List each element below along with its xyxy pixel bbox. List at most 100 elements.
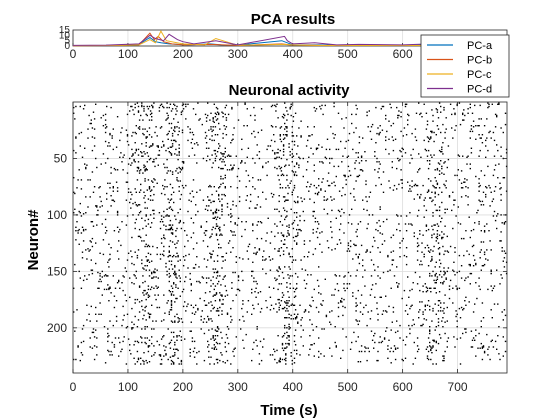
spike-mark: [206, 305, 207, 306]
spike-mark: [473, 337, 474, 338]
spike-mark: [325, 157, 326, 158]
spike-mark: [478, 186, 479, 187]
spike-mark: [400, 215, 401, 216]
spike-mark: [226, 253, 227, 254]
spike-mark: [320, 108, 321, 109]
spike-mark: [193, 134, 194, 135]
spike-mark: [341, 209, 342, 210]
spike-mark: [460, 223, 461, 224]
spike-mark: [213, 335, 214, 336]
spike-mark: [373, 264, 374, 265]
spike-mark: [130, 250, 131, 251]
spike-mark: [172, 241, 173, 242]
spike-mark: [235, 235, 236, 236]
spike-mark: [421, 242, 422, 243]
spike-mark: [238, 119, 239, 120]
spike-mark: [414, 232, 415, 233]
spike-mark: [393, 123, 394, 124]
spike-mark: [286, 337, 287, 338]
spike-mark: [442, 326, 443, 327]
spike-mark: [183, 108, 184, 109]
spike-mark: [472, 340, 473, 341]
spike-mark: [140, 358, 141, 359]
spike-mark: [262, 259, 263, 260]
spike-mark: [229, 169, 230, 170]
spike-mark: [263, 250, 264, 251]
spike-mark: [222, 137, 223, 138]
spike-mark: [208, 277, 209, 278]
spike-mark: [244, 104, 245, 105]
spike-mark: [263, 338, 264, 339]
spike-mark: [376, 308, 377, 309]
spike-mark: [364, 151, 365, 152]
spike-mark: [480, 150, 481, 151]
spike-mark: [165, 150, 166, 151]
spike-mark: [277, 271, 278, 272]
spike-mark: [187, 267, 188, 268]
spike-mark: [169, 131, 170, 132]
spike-mark: [294, 350, 295, 351]
spike-mark: [466, 250, 467, 251]
spike-mark: [166, 118, 167, 119]
spike-mark: [400, 169, 401, 170]
spike-mark: [303, 211, 304, 212]
spike-mark: [428, 137, 429, 138]
spike-mark: [230, 165, 231, 166]
spike-mark: [182, 185, 183, 186]
spike-mark: [432, 212, 433, 213]
spike-mark: [296, 316, 297, 317]
spike-mark: [320, 188, 321, 189]
spike-mark: [342, 156, 343, 157]
spike-mark: [172, 229, 173, 230]
spike-mark: [436, 262, 437, 263]
spike-mark: [113, 275, 114, 276]
spike-mark: [191, 331, 192, 332]
spike-mark: [431, 352, 432, 353]
spike-mark: [118, 337, 119, 338]
spike-mark: [80, 360, 81, 361]
spike-mark: [86, 279, 87, 280]
spike-mark: [166, 134, 167, 135]
spike-mark: [333, 198, 334, 199]
spike-mark: [287, 310, 288, 311]
spike-mark: [478, 221, 479, 222]
spike-mark: [321, 182, 322, 183]
spike-mark: [207, 346, 208, 347]
spike-mark: [231, 282, 232, 283]
spike-mark: [295, 171, 296, 172]
spike-mark: [126, 200, 127, 201]
spike-mark: [410, 154, 411, 155]
spike-mark: [478, 223, 479, 224]
spike-mark: [106, 126, 107, 127]
spike-mark: [436, 342, 437, 343]
spike-mark: [173, 192, 174, 193]
spike-mark: [173, 332, 174, 333]
spike-mark: [99, 273, 100, 274]
spike-mark: [415, 128, 416, 129]
spike-mark: [293, 259, 294, 260]
spike-mark: [302, 201, 303, 202]
spike-mark: [149, 262, 150, 263]
spike-mark: [116, 147, 117, 148]
spike-mark: [173, 118, 174, 119]
spike-mark: [414, 236, 415, 237]
spike-mark: [188, 156, 189, 157]
spike-mark: [307, 256, 308, 257]
spike-mark: [357, 229, 358, 230]
spike-mark: [153, 345, 154, 346]
spike-mark: [216, 156, 217, 157]
spike-mark: [144, 178, 145, 179]
spike-mark: [474, 259, 475, 260]
spike-mark: [436, 280, 437, 281]
spike-mark: [180, 331, 181, 332]
spike-mark: [447, 209, 448, 210]
spike-mark: [427, 156, 428, 157]
spike-mark: [409, 162, 410, 163]
spike-mark: [366, 201, 367, 202]
spike-mark: [402, 187, 403, 188]
spike-mark: [175, 219, 176, 220]
spike-mark: [171, 332, 172, 333]
spike-mark: [441, 320, 442, 321]
spike-mark: [402, 156, 403, 157]
spike-mark: [122, 341, 123, 342]
